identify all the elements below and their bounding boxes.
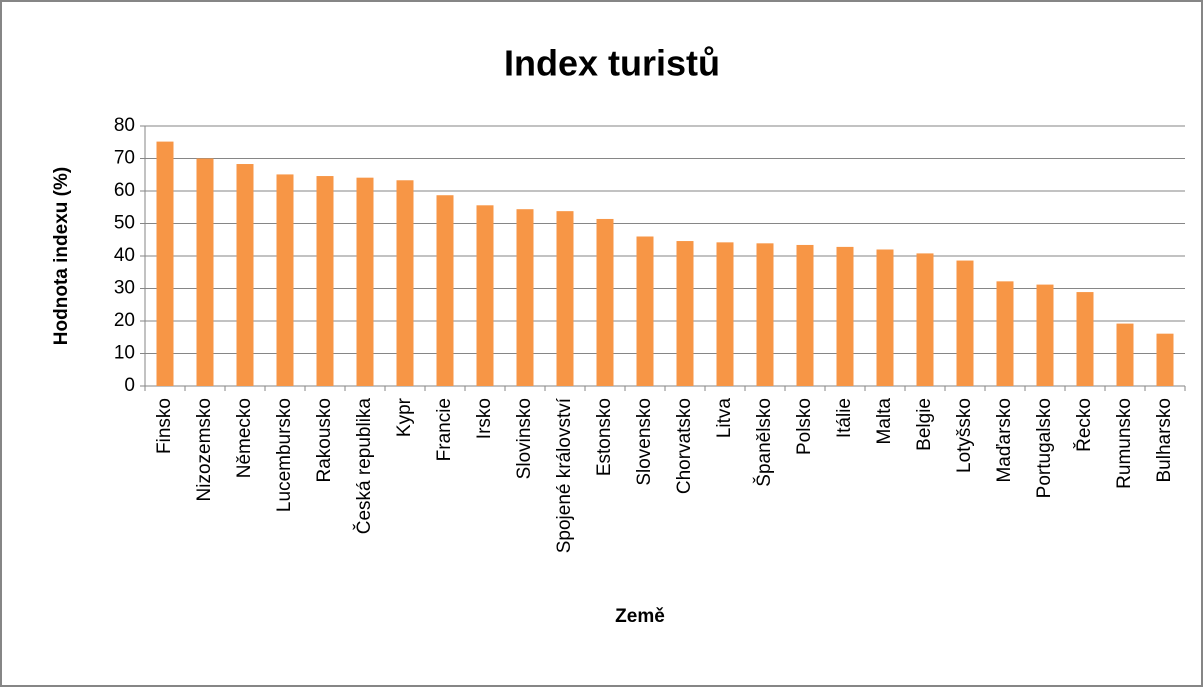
bar [1076,292,1094,386]
x-tick-label: Řecko [1073,398,1095,452]
bar [236,164,254,386]
y-tick-label: 0 [124,375,135,396]
x-tick-label: Itálie [834,398,855,438]
bar [916,253,934,386]
x-tick-label: Litva [714,398,735,439]
bar [156,141,174,386]
bar [596,218,614,386]
bar [1156,333,1174,386]
bar [796,244,814,386]
bar [636,236,654,386]
y-tick-label: 70 [114,148,135,169]
x-tick-label: Portugalsko [1034,398,1055,498]
x-tick-label: Lucembursko [274,398,295,512]
bar [276,174,294,386]
x-tick-label: Česká republika [353,398,375,535]
bar [556,211,574,386]
bar [876,249,894,386]
x-tick-label: Irsko [474,398,495,439]
x-tick-label: Polsko [794,398,815,455]
y-tick-label: 10 [114,343,135,364]
x-tick-label: Bulharsko [1154,398,1175,483]
x-tick-label: Belgie [914,398,935,451]
x-tick-label: Maďarsko [994,398,1015,483]
x-tick-label: Kypr [394,397,415,437]
bar [316,176,334,386]
bar [396,180,414,386]
x-tick-label: Španělsko [753,398,775,487]
y-tick-label: 20 [114,310,135,331]
y-tick-label: 80 [114,115,135,136]
bar [356,177,374,386]
bar [196,158,214,386]
x-tick-label: Spojené království [554,397,575,553]
x-tick-label: Německo [234,398,255,478]
bar [1036,284,1054,386]
x-tick-label: Rakousko [314,398,335,483]
y-tick-label: 60 [114,180,135,201]
chart-title: Index turistů [504,43,720,84]
bar [716,242,734,386]
y-tick-label: 50 [114,213,135,234]
bar [516,209,534,386]
x-tick-label: Rumunsko [1114,398,1135,489]
x-tick-label: Nizozemsko [194,398,215,501]
x-tick-label: Slovinsko [514,398,535,479]
x-tick-label: Finsko [154,398,175,454]
x-tick-label: Slovensko [634,398,655,486]
x-tick-label: Lotyšsko [954,398,975,473]
bar [756,243,774,386]
x-tick-label: Malta [874,398,895,445]
bar [836,246,854,386]
bar [1116,323,1134,386]
y-tick-label: 40 [114,245,135,266]
x-tick-label: Francie [434,398,455,461]
bar [476,205,494,386]
y-axis-label: Hodnota indexu (%) [51,167,72,345]
bar [436,195,454,386]
x-tick-label: Estonsko [594,398,615,476]
bar [996,281,1014,386]
y-tick-label: 30 [114,278,135,299]
bar [956,260,974,386]
bar [676,241,694,386]
x-tick-label: Chorvatsko [674,398,695,494]
x-axis-label: Země [615,606,665,627]
